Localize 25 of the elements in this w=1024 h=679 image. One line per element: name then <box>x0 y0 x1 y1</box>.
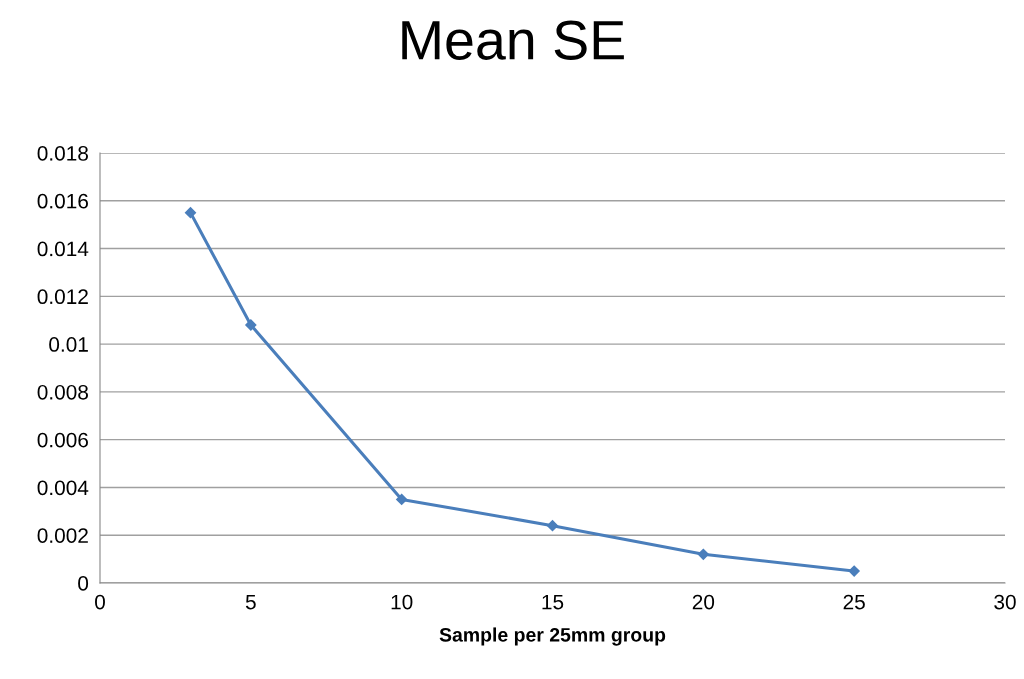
y-tick-label: 0 <box>78 576 89 591</box>
point <box>848 565 860 577</box>
x-tick-label: 20 <box>692 594 715 610</box>
x-axis-title: Sample per 25mm group <box>439 627 666 646</box>
y-tick-label: 0.008 <box>37 384 88 400</box>
y-tick-label: 0.006 <box>37 432 88 448</box>
y-tick-label: 0.016 <box>37 193 88 209</box>
y-tick-label: 0.018 <box>37 146 88 161</box>
y-tick-label: 0.01 <box>49 337 88 352</box>
point <box>697 548 709 560</box>
x-tick-label: 5 <box>245 594 256 610</box>
y-tick-label: 0.002 <box>37 528 88 543</box>
y-tick-label: 0.004 <box>37 480 89 496</box>
x-tick-label: 10 <box>391 594 413 610</box>
point <box>396 493 408 505</box>
chart-title: Mean SE <box>402 20 624 60</box>
x-tick-label: 15 <box>542 594 564 610</box>
point <box>245 319 257 331</box>
x-tick-label: 0 <box>95 594 105 610</box>
y-tick-label: 0.014 <box>37 241 89 257</box>
point <box>546 520 559 532</box>
y-tick-label: 0.012 <box>37 289 88 305</box>
x-tick-label: 30 <box>994 594 1016 610</box>
x-tick-label: 25 <box>843 594 865 610</box>
point <box>184 207 197 219</box>
